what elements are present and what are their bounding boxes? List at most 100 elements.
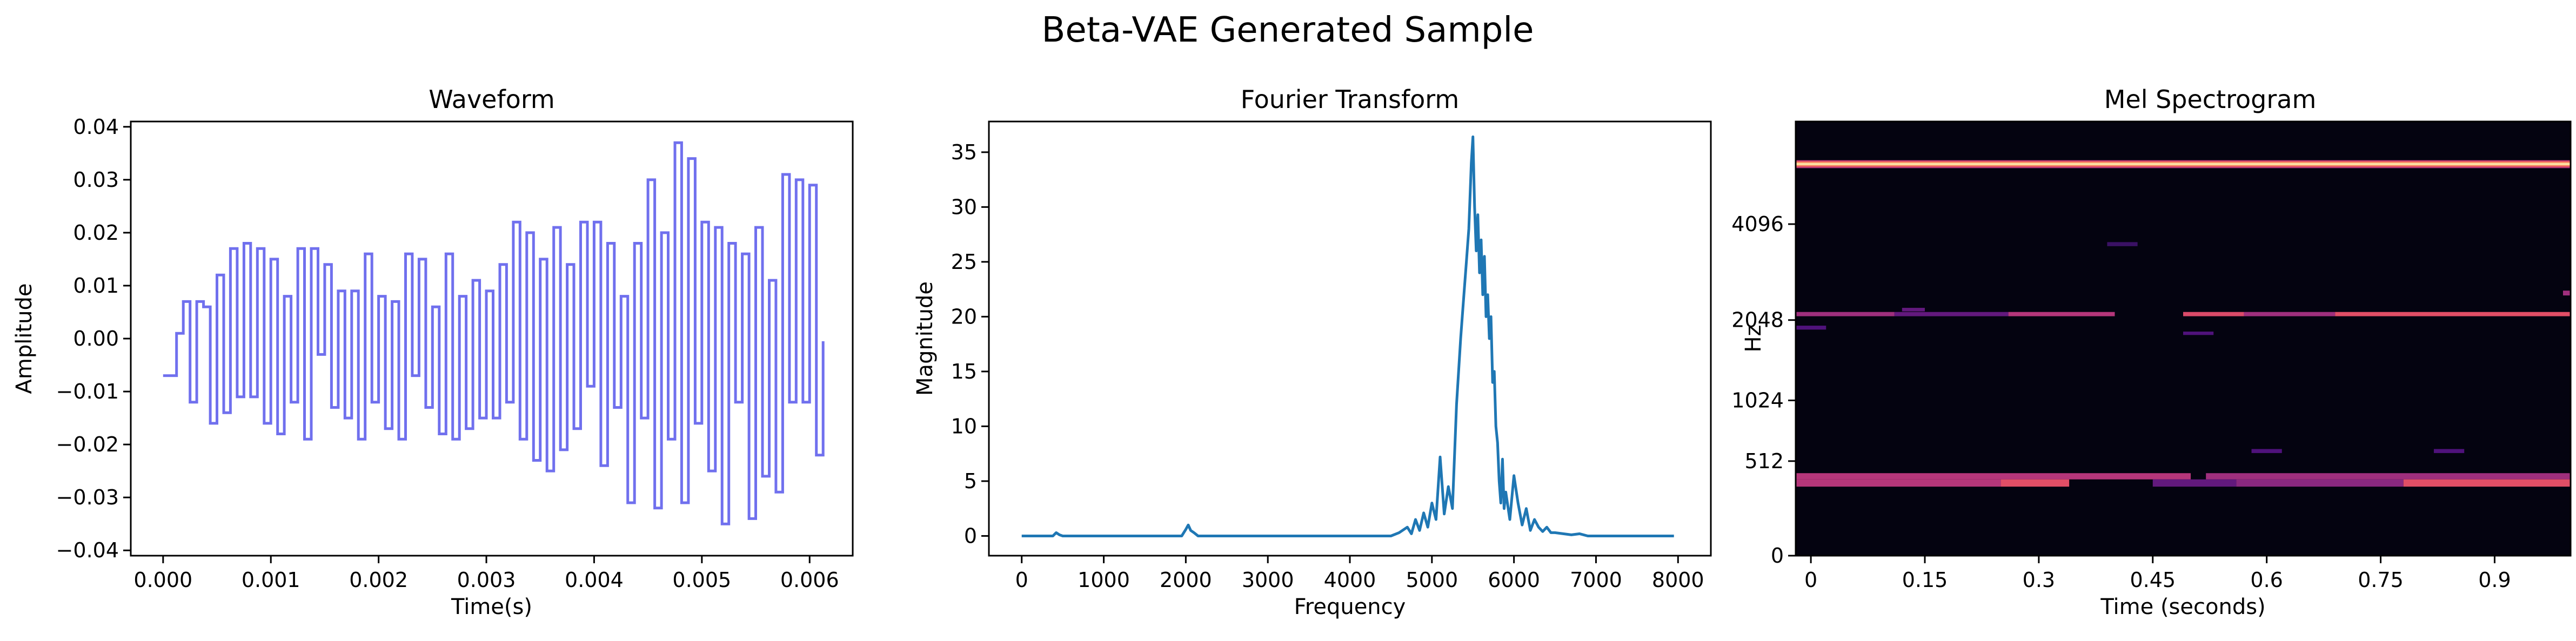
x-tick-label: 6000: [1488, 568, 1540, 592]
waveform-series-line: [163, 141, 825, 525]
mel-spectrogram-title: Mel Spectrogram: [2104, 85, 2317, 114]
y-tick-label: −0.03: [56, 485, 119, 509]
x-tick-label: 0: [1015, 568, 1028, 592]
y-tick-label: 35: [951, 140, 977, 164]
waveform-x-ticks: 0.000 0.001 0.002 0.003 0.004 0.005 0.006: [133, 556, 839, 592]
spectrogram-band: [2000, 479, 2070, 487]
waveform-plot: [163, 141, 825, 525]
mel-spectrogram-image: [1796, 122, 2571, 556]
spectrogram-band: [1796, 163, 2571, 165]
mel-spectrogram-y-label: Hz: [1741, 325, 1766, 352]
x-tick-label: 0.003: [457, 568, 516, 592]
x-tick-label: 0.006: [780, 568, 839, 592]
spectrogram-band: [1796, 165, 2571, 167]
spectrogram-band: [2251, 449, 2282, 453]
x-tick-label: 0.002: [349, 568, 408, 592]
fourier-title: Fourier Transform: [1241, 85, 1459, 114]
y-tick-label: 2048: [1731, 308, 1784, 332]
fourier-x-ticks: 0 1000 2000 3000 4000 5000 6000 7000 8000: [1015, 556, 1704, 592]
x-tick-label: 5000: [1406, 568, 1458, 592]
x-tick-label: 0.9: [2478, 568, 2511, 592]
spectrogram-band: [1902, 308, 1925, 312]
x-tick-label: 0.3: [2023, 568, 2055, 592]
spectrogram-band: [2403, 479, 2571, 487]
spectrogram-band: [1796, 160, 2571, 161]
y-tick-label: 0.02: [73, 221, 119, 245]
mel-spectrogram-x-ticks: 0 0.15 0.3 0.45 0.6 0.75 0.9: [1804, 556, 2511, 592]
spectrogram-band: [2236, 479, 2404, 487]
mel-spectrogram-panel: Mel Spectrogram 0 0.15 0.3 0.45 0.6 0.75 0.9 0…: [1731, 85, 2572, 619]
x-tick-label: 0.005: [672, 568, 731, 592]
spectrogram-band: [2562, 291, 2571, 296]
spectrogram-band: [2107, 242, 2138, 246]
spectrogram-band: [1796, 161, 2571, 163]
x-tick-label: 0.15: [1902, 568, 1948, 592]
spectrogram-band: [2008, 312, 2115, 316]
waveform-title: Waveform: [429, 85, 555, 114]
x-tick-label: 0.75: [2358, 568, 2404, 592]
spectrogram-band: [1796, 166, 2571, 167]
figure-title: Beta-VAE Generated Sample: [1041, 10, 1534, 50]
fourier-axes-frame: [988, 120, 1712, 557]
fourier-plot: [1021, 135, 1674, 537]
spectrogram-band: [1796, 164, 2571, 166]
x-tick-label: 7000: [1570, 568, 1622, 592]
x-tick-label: 0: [1804, 568, 1817, 592]
x-tick-label: 1000: [1078, 568, 1130, 592]
waveform-y-ticks: −0.04 −0.03 −0.02 −0.01 0.00 0.01 0.02 0.03 0.04: [56, 115, 131, 562]
spectrogram-band: [1796, 479, 2001, 487]
y-tick-label: 0.04: [73, 115, 119, 139]
waveform-panel: Waveform 0.000 0.001 0.002 0.003 0.004 0.005 0…: [12, 85, 854, 619]
mel-spectrogram-axes-frame: [1795, 120, 2572, 557]
y-tick-label: 0: [1771, 544, 1784, 568]
fourier-series-line: [1021, 135, 1674, 537]
spectrogram-band: [1796, 473, 2191, 480]
waveform-x-label: Time(s): [451, 595, 532, 619]
y-tick-label: 0.01: [73, 274, 119, 298]
spectrogram-band: [1796, 161, 2571, 163]
spectrogram-band: [1796, 326, 1826, 330]
y-tick-label: 10: [951, 414, 977, 438]
x-tick-label: 0.004: [565, 568, 624, 592]
spectrogram-band: [1796, 167, 2571, 168]
y-tick-label: 0.00: [73, 327, 119, 350]
spectrogram-band: [2244, 312, 2336, 316]
spectrogram-band: [1894, 312, 2009, 316]
spectrogram-band: [2152, 479, 2237, 487]
y-tick-label: 15: [951, 360, 977, 383]
mel-spectrogram-x-label: Time (seconds): [2100, 595, 2265, 619]
y-tick-label: 20: [951, 305, 977, 328]
y-tick-label: 25: [951, 250, 977, 274]
waveform-y-label: Amplitude: [12, 284, 37, 394]
y-tick-label: −0.04: [56, 538, 119, 562]
mel-spectrogram-y-ticks: 0 512 1024 2048 4096: [1731, 212, 1796, 568]
y-tick-label: −0.01: [56, 380, 119, 403]
x-tick-label: 0.000: [133, 568, 192, 592]
spectrogram-band: [2183, 332, 2214, 335]
fourier-x-label: Frequency: [1294, 595, 1406, 619]
x-tick-label: 8000: [1652, 568, 1704, 592]
y-tick-label: 30: [951, 195, 977, 219]
x-tick-label: 0.45: [2130, 568, 2176, 592]
spectrogram-band: [2335, 312, 2571, 316]
x-tick-label: 0.6: [2250, 568, 2283, 592]
y-tick-label: 1024: [1731, 388, 1784, 412]
spectrogram-band: [1796, 312, 1895, 316]
x-tick-label: 0.001: [242, 568, 300, 592]
fourier-panel: Fourier Transform 0 1000 2000 3000 4000 5000 6…: [913, 85, 1712, 619]
y-tick-label: −0.02: [56, 433, 119, 456]
fourier-y-ticks: 0 5 10 15 20 25 30 35: [951, 140, 989, 548]
spectrogram-band: [2206, 473, 2571, 480]
y-tick-label: 5: [964, 469, 977, 493]
spectrogram-band: [1796, 163, 2571, 164]
x-tick-label: 4000: [1324, 568, 1376, 592]
y-tick-label: 4096: [1731, 212, 1784, 236]
x-tick-label: 2000: [1160, 568, 1212, 592]
spectrogram-band: [2183, 312, 2244, 316]
spectrogram-background: [1796, 122, 2571, 556]
y-tick-label: 0: [964, 524, 977, 548]
y-tick-label: 512: [1744, 449, 1784, 473]
y-tick-label: 0.03: [73, 168, 119, 192]
spectrogram-band: [2433, 449, 2465, 453]
